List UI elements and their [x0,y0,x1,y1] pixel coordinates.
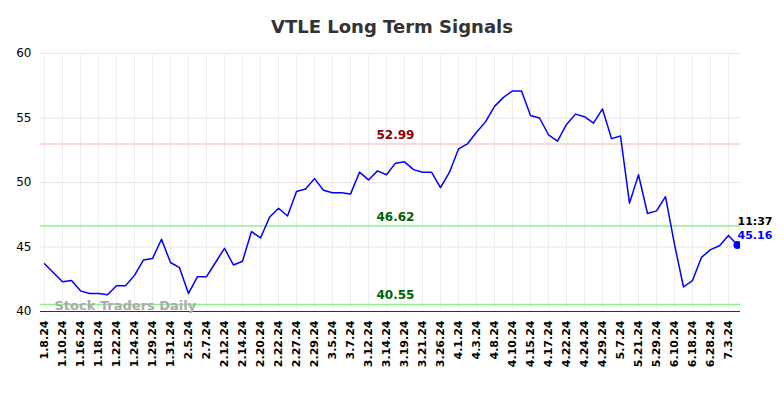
svg-text:6.18.24: 6.18.24 [686,320,699,367]
svg-text:1.24.24: 1.24.24 [128,320,141,367]
svg-text:4.29.24: 4.29.24 [596,320,609,367]
svg-text:3.7.24: 3.7.24 [344,320,357,359]
svg-text:3.21.24: 3.21.24 [416,320,429,367]
svg-text:11:37: 11:37 [738,215,773,228]
svg-text:4.3.24: 4.3.24 [470,320,483,359]
svg-text:4.22.24: 4.22.24 [560,320,573,367]
svg-text:4.17.24: 4.17.24 [542,320,555,367]
svg-text:1.29.24: 1.29.24 [146,320,159,367]
svg-text:2.5.24: 2.5.24 [182,320,195,359]
svg-text:7.3.24: 7.3.24 [722,320,735,359]
svg-text:6.10.24: 6.10.24 [668,320,681,367]
svg-text:1.10.24: 1.10.24 [56,320,69,367]
svg-text:4.10.24: 4.10.24 [506,320,519,367]
svg-text:5.21.24: 5.21.24 [632,320,645,367]
svg-text:1.16.24: 1.16.24 [74,320,87,367]
svg-text:5.7.24: 5.7.24 [614,320,627,359]
svg-text:46.62: 46.62 [377,210,415,224]
svg-text:1.8.24: 1.8.24 [38,320,51,359]
svg-text:60: 60 [16,46,31,60]
svg-text:6.28.24: 6.28.24 [704,320,717,367]
svg-text:55: 55 [16,111,31,125]
svg-text:4.24.24: 4.24.24 [578,320,591,367]
svg-text:2.22.24: 2.22.24 [272,320,285,367]
svg-text:3.14.24: 3.14.24 [380,320,393,367]
svg-text:45.16: 45.16 [738,229,773,242]
svg-text:5.29.24: 5.29.24 [650,320,663,367]
svg-text:2.27.24: 2.27.24 [290,320,303,367]
html-text:VTLE Long Term Signals: VTLE Long Term Signals [271,16,513,37]
svg-text:40.55: 40.55 [377,288,415,302]
svg-text:1.18.24: 1.18.24 [92,320,105,367]
svg-text:3.12.24: 3.12.24 [362,320,375,367]
svg-text:2.7.24: 2.7.24 [200,320,213,359]
svg-text:1.31.24: 1.31.24 [164,320,177,367]
svg-text:3.26.24: 3.26.24 [434,320,447,367]
svg-text:3.5.24: 3.5.24 [326,320,339,359]
svg-text:2.20.24: 2.20.24 [254,320,267,367]
svg-text:2.12.24: 2.12.24 [218,320,231,367]
svg-text:45: 45 [16,240,31,254]
svg-text:Stock Traders Daily: Stock Traders Daily [55,298,197,313]
svg-text:4.8.24: 4.8.24 [488,320,501,359]
svg-text:52.99: 52.99 [377,128,415,142]
svg-text:2.29.24: 2.29.24 [308,320,321,367]
svg-text:1.22.24: 1.22.24 [110,320,123,367]
svg-text:50: 50 [16,175,31,189]
svg-text:4.1.24: 4.1.24 [452,320,465,359]
svg-text:2.14.24: 2.14.24 [236,320,249,367]
svg-text:3.19.24: 3.19.24 [398,320,411,367]
svg-text:4.15.24: 4.15.24 [524,320,537,367]
svg-text:40: 40 [16,304,31,318]
